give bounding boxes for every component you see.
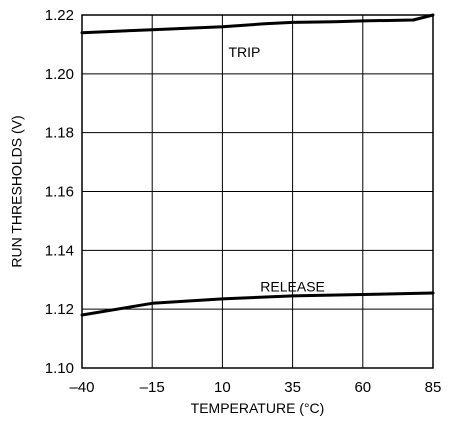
x-tick-label: 10: [214, 379, 231, 396]
x-tick-label: –15: [140, 379, 165, 396]
x-tick-labels: –40 –15 10 35 60 85: [69, 379, 441, 396]
grid-lines: [81, 14, 434, 369]
x-tick-label: 60: [354, 379, 371, 396]
y-tick-label: 1.16: [45, 184, 74, 201]
x-tick-label: 85: [425, 379, 442, 396]
y-tick-label: 1.14: [45, 242, 74, 259]
y-axis-title: RUN THRESHOLDS (V): [9, 115, 25, 267]
x-tick-label: –40: [69, 379, 94, 396]
annotation-release: RELEASE: [260, 279, 325, 295]
y-tick-label: 1.18: [45, 125, 74, 142]
y-tick-label: 1.22: [45, 7, 74, 24]
y-tick-labels: 1.10 1.12 1.14 1.16 1.18 1.20 1.22: [45, 7, 74, 377]
series-line-trip: [80, 13, 435, 35]
series-lines: [80, 13, 435, 317]
y-tick-label: 1.20: [45, 66, 74, 83]
series-line-release: [80, 291, 435, 317]
y-tick-label: 1.10: [45, 360, 74, 377]
x-axis-title: TEMPERATURE (°C): [191, 400, 325, 416]
plot-frame: [81, 14, 434, 369]
x-tick-label: 35: [284, 379, 301, 396]
annotations: TRIP RELEASE: [228, 44, 324, 295]
annotation-trip: TRIP: [228, 44, 260, 60]
y-tick-label: 1.12: [45, 301, 74, 318]
